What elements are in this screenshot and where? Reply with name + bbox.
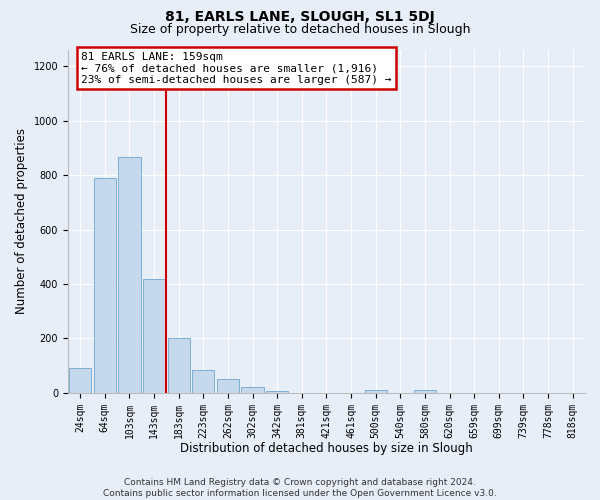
Bar [118,158,140,393]
Text: 81 EARLS LANE: 159sqm
← 76% of detached houses are smaller (1,916)
23% of semi-d: 81 EARLS LANE: 159sqm ← 76% of detached … [81,52,391,85]
X-axis label: Distribution of detached houses by size in Slough: Distribution of detached houses by size … [180,442,473,455]
Text: Size of property relative to detached houses in Slough: Size of property relative to detached ho… [130,22,470,36]
Text: 81, EARLS LANE, SLOUGH, SL1 5DJ: 81, EARLS LANE, SLOUGH, SL1 5DJ [165,10,435,24]
Bar [414,390,436,393]
Bar [69,368,91,393]
Bar [192,370,214,393]
Bar [241,387,263,393]
Bar [217,380,239,393]
Bar [266,390,288,393]
Bar [94,178,116,393]
Bar [143,278,165,393]
Y-axis label: Number of detached properties: Number of detached properties [15,128,28,314]
Bar [167,338,190,393]
Text: Contains HM Land Registry data © Crown copyright and database right 2024.
Contai: Contains HM Land Registry data © Crown c… [103,478,497,498]
Bar [365,390,387,393]
